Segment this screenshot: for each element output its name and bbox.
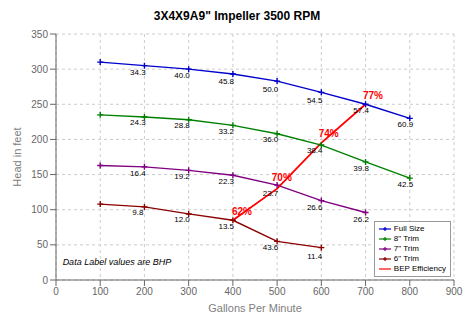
svg-text:700: 700 (357, 286, 374, 297)
svg-text:74%: 74% (319, 128, 339, 139)
svg-text:60.9: 60.9 (398, 120, 414, 129)
svg-text:50.0: 50.0 (263, 85, 279, 94)
svg-text:16.4: 16.4 (130, 169, 146, 178)
svg-text:800: 800 (401, 286, 418, 297)
svg-text:26.6: 26.6 (307, 203, 323, 212)
html-text:7" Trim: 7" Trim (393, 244, 419, 253)
svg-text:22.3: 22.3 (218, 177, 234, 186)
svg-text:12.0: 12.0 (174, 215, 190, 224)
svg-text:40.0: 40.0 (174, 71, 190, 80)
svg-text:0: 0 (53, 286, 59, 297)
svg-text:45.8: 45.8 (218, 77, 234, 86)
svg-text:70%: 70% (272, 172, 292, 183)
svg-text:62%: 62% (232, 206, 252, 217)
svg-text:54.5: 54.5 (307, 96, 323, 105)
svg-text:57.4: 57.4 (353, 106, 369, 115)
html-text:8" Trim: 8" Trim (393, 234, 419, 243)
svg-text:39.8: 39.8 (353, 164, 369, 173)
svg-text:Data Label values are BHP: Data Label values are BHP (63, 257, 172, 267)
svg-text:11.4: 11.4 (307, 252, 323, 261)
svg-text:100: 100 (92, 286, 109, 297)
svg-text:300: 300 (180, 286, 197, 297)
svg-text:42.5: 42.5 (398, 180, 414, 189)
svg-text:600: 600 (313, 286, 330, 297)
svg-text:Head in feet: Head in feet (11, 127, 23, 186)
svg-text:33.2: 33.2 (218, 127, 234, 136)
svg-text:36.0: 36.0 (263, 135, 279, 144)
svg-text:900: 900 (446, 286, 463, 297)
svg-text:13.5: 13.5 (218, 222, 234, 231)
svg-text:Gallons Per Minute: Gallons Per Minute (208, 302, 302, 314)
svg-text:100: 100 (31, 204, 48, 215)
html-text:BEP Efficiency: BEP Efficiency (393, 264, 446, 273)
svg-text:350: 350 (31, 29, 48, 40)
svg-text:250: 250 (31, 99, 48, 110)
svg-text:9.8: 9.8 (132, 208, 144, 217)
svg-text:150: 150 (31, 169, 48, 180)
svg-text:0: 0 (42, 275, 48, 286)
html-text:6" Trim: 6" Trim (393, 254, 419, 263)
svg-text:24.3: 24.3 (130, 118, 146, 127)
svg-text:400: 400 (225, 286, 242, 297)
svg-text:50: 50 (37, 239, 49, 250)
svg-text:200: 200 (136, 286, 153, 297)
svg-text:19.2: 19.2 (174, 172, 190, 181)
svg-text:300: 300 (31, 64, 48, 75)
svg-text:34.3: 34.3 (130, 68, 146, 77)
svg-text:38.4: 38.4 (307, 146, 323, 155)
svg-text:500: 500 (269, 286, 286, 297)
svg-text:43.6: 43.6 (263, 243, 279, 252)
svg-text:77%: 77% (363, 90, 383, 101)
svg-text:200: 200 (31, 134, 48, 145)
svg-text:26.2: 26.2 (353, 215, 369, 224)
svg-text:28.8: 28.8 (174, 121, 190, 130)
svg-text:23.7: 23.7 (263, 189, 279, 198)
html-text:3X4X9A9" Impeller 3500 RPM: 3X4X9A9" Impeller 3500 RPM (153, 9, 321, 23)
html-text:Full Size: Full Size (393, 224, 425, 233)
